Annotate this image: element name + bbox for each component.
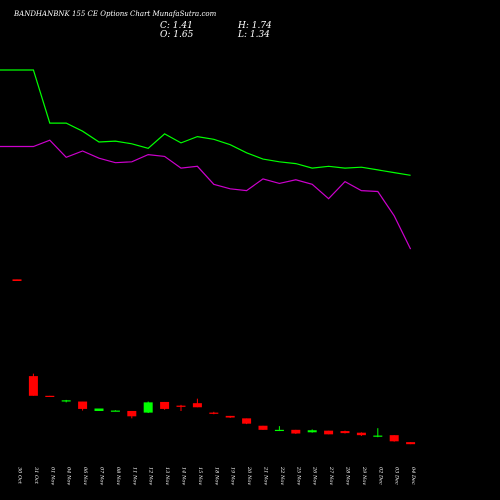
candle-body	[192, 403, 202, 408]
candle-12-nov	[143, 401, 153, 414]
candle-25-nov	[291, 429, 301, 434]
candle-15-nov	[192, 398, 202, 408]
candle-03-dec	[389, 435, 399, 442]
x-tick-label: 19 Nov	[230, 467, 236, 485]
candle-body	[406, 442, 416, 445]
candle-body	[160, 401, 170, 409]
x-tick-label: 30 Oct	[17, 467, 23, 485]
x-tick-label: 22 Nov	[279, 466, 285, 485]
candle-body	[78, 401, 88, 409]
candle-29-nov	[356, 432, 366, 436]
candle-07-nov	[94, 408, 104, 411]
candlesticks	[12, 279, 416, 445]
candle-02-dec	[373, 428, 383, 438]
low-value: L: 1.34	[238, 30, 270, 40]
candle-body	[12, 279, 22, 281]
candle-20-nov	[242, 418, 252, 425]
candle-08-nov	[110, 410, 120, 412]
open-value: O: 1.65	[160, 30, 194, 40]
x-tick-label: 20 Nov	[246, 466, 252, 485]
candle-body	[225, 415, 235, 418]
x-tick-label: 04 Dec	[410, 467, 416, 485]
candle-body	[389, 435, 399, 442]
candle-body	[61, 400, 71, 402]
x-tick-label: 04 Nov	[66, 467, 72, 485]
candle-11-nov	[127, 410, 137, 419]
x-tick-label: 08 Nov	[115, 467, 121, 485]
candle-body	[242, 418, 252, 424]
candle-body	[324, 430, 334, 435]
candle-26-nov	[307, 429, 317, 433]
close-value: C: 1.41	[160, 21, 193, 31]
x-tick-label: 27 Nov	[328, 466, 334, 485]
x-tick-label: 11 Nov	[131, 467, 137, 485]
x-tick-label: 02 Dec	[377, 467, 383, 485]
candle-31-oct	[28, 373, 38, 396]
candle-body	[209, 412, 219, 414]
x-tick-label: 21 Nov	[263, 466, 269, 485]
candle-14-nov	[176, 404, 186, 411]
x-tick-label: 13 Nov	[164, 467, 170, 485]
candle-body	[373, 435, 383, 437]
candle-04-nov	[61, 399, 71, 403]
x-tick-label: 06 Nov	[82, 467, 88, 485]
x-tick-label: 26 Nov	[312, 466, 318, 485]
x-tick-label: 31 Oct	[33, 467, 39, 485]
x-tick-label: 01 Nov	[49, 467, 55, 485]
candle-body	[274, 429, 284, 432]
candle-body	[127, 410, 137, 417]
chart-title: BANDHANBNK 155 CE Options Chart MunafaSu…	[14, 10, 217, 18]
x-tick-label: 18 Nov	[213, 467, 219, 485]
candle-body	[143, 402, 153, 413]
candle-22-nov	[274, 426, 284, 432]
x-tick-label: 15 Nov	[197, 467, 203, 485]
candle-30-oct	[12, 279, 22, 281]
x-tick-label: 14 Nov	[181, 467, 187, 485]
candle-body	[94, 408, 104, 411]
candle-21-nov	[258, 425, 268, 430]
moving-average-lines	[0, 69, 412, 250]
candle-19-nov	[225, 415, 235, 418]
x-tick-label: 07 Nov	[99, 467, 105, 485]
candle-body	[28, 376, 38, 396]
candle-28-nov	[340, 430, 350, 434]
candle-body	[307, 430, 317, 433]
x-tick-label: 28 Nov	[345, 466, 351, 485]
x-tick-label: 12 Nov	[148, 467, 154, 485]
x-tick-label: 03 Dec	[394, 467, 400, 485]
candle-01-nov	[45, 395, 55, 397]
x-tick-label: 25 Nov	[295, 466, 301, 485]
high-value: H: 1.74	[238, 21, 272, 31]
x-tick-label: 29 Nov	[361, 466, 367, 485]
candle-27-nov	[324, 430, 334, 435]
candle-06-nov	[78, 401, 88, 411]
candle-body	[356, 432, 366, 436]
candle-04-dec	[406, 442, 416, 445]
ma-line-2	[0, 139, 412, 250]
x-axis-date-labels: 30 Oct 31 Oct 01 Nov 04 Nov 06 Nov 07 Nov 08 N…	[17, 466, 417, 485]
candle-body	[176, 405, 186, 407]
candle-body	[110, 410, 120, 412]
candle-body	[340, 431, 350, 434]
candle-body	[45, 395, 55, 397]
candle-body	[258, 425, 268, 430]
candle-body	[291, 429, 301, 434]
ma-line-1	[0, 69, 411, 176]
candle-18-nov	[209, 411, 219, 415]
candle-13-nov	[160, 401, 170, 410]
